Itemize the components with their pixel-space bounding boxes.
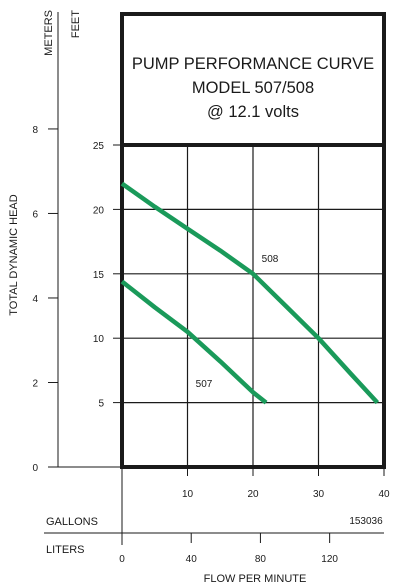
series-line-508 bbox=[120, 181, 380, 405]
y-axis-title: TOTAL DYNAMIC HEAD bbox=[8, 194, 20, 315]
gallons-tick-label-30: 30 bbox=[313, 489, 325, 500]
liters-unit-label: LITERS bbox=[46, 544, 85, 556]
feet-tick-label-25: 25 bbox=[93, 141, 105, 152]
series-label-507: 507 bbox=[196, 379, 213, 390]
liters-tick-label-80: 80 bbox=[255, 554, 267, 565]
meters-tick-label-2: 2 bbox=[32, 378, 38, 389]
meters-unit-label: METERS bbox=[43, 10, 55, 56]
gallons-unit-label: GALLONS bbox=[46, 516, 98, 528]
x-axis-title: FLOW PER MINUTE bbox=[204, 573, 307, 585]
chart-title-line-1: PUMP PERFORMANCE CURVE bbox=[132, 55, 374, 73]
gallons-ticks: 10 20 30 40 bbox=[182, 467, 390, 500]
meters-tick-label-8: 8 bbox=[32, 125, 38, 136]
meters-tick-label-6: 6 bbox=[32, 209, 38, 220]
meters-ticks: 0 2 4 6 8 bbox=[32, 125, 58, 474]
feet-tick-label-5: 5 bbox=[98, 399, 104, 410]
liters-tick-label-0: 0 bbox=[119, 554, 125, 565]
liters-ticks: 0 40 80 120 bbox=[119, 533, 338, 565]
performance-curves bbox=[120, 181, 380, 405]
gallons-tick-label-40: 40 bbox=[378, 489, 390, 500]
chart-title-line-2: MODEL 507/508 bbox=[192, 79, 314, 97]
series-line-507 bbox=[120, 279, 268, 405]
series-label-508: 508 bbox=[262, 254, 279, 265]
feet-ticks: 5 10 15 20 25 bbox=[93, 141, 122, 410]
feet-unit-label: FEET bbox=[70, 10, 82, 38]
feet-tick-label-15: 15 bbox=[93, 270, 105, 281]
figure-code: 153036 bbox=[349, 516, 383, 527]
feet-tick-label-20: 20 bbox=[93, 205, 105, 216]
liters-tick-label-120: 120 bbox=[321, 554, 338, 565]
grid-lines bbox=[122, 144, 385, 467]
gallons-tick-label-20: 20 bbox=[247, 489, 259, 500]
meters-tick-label-4: 4 bbox=[32, 294, 38, 305]
meters-tick-label-0: 0 bbox=[32, 463, 38, 474]
gallons-tick-label-10: 10 bbox=[182, 489, 194, 500]
liters-tick-label-40: 40 bbox=[186, 554, 198, 565]
feet-tick-label-10: 10 bbox=[93, 334, 105, 345]
chart-title-line-3: @ 12.1 volts bbox=[207, 103, 299, 121]
